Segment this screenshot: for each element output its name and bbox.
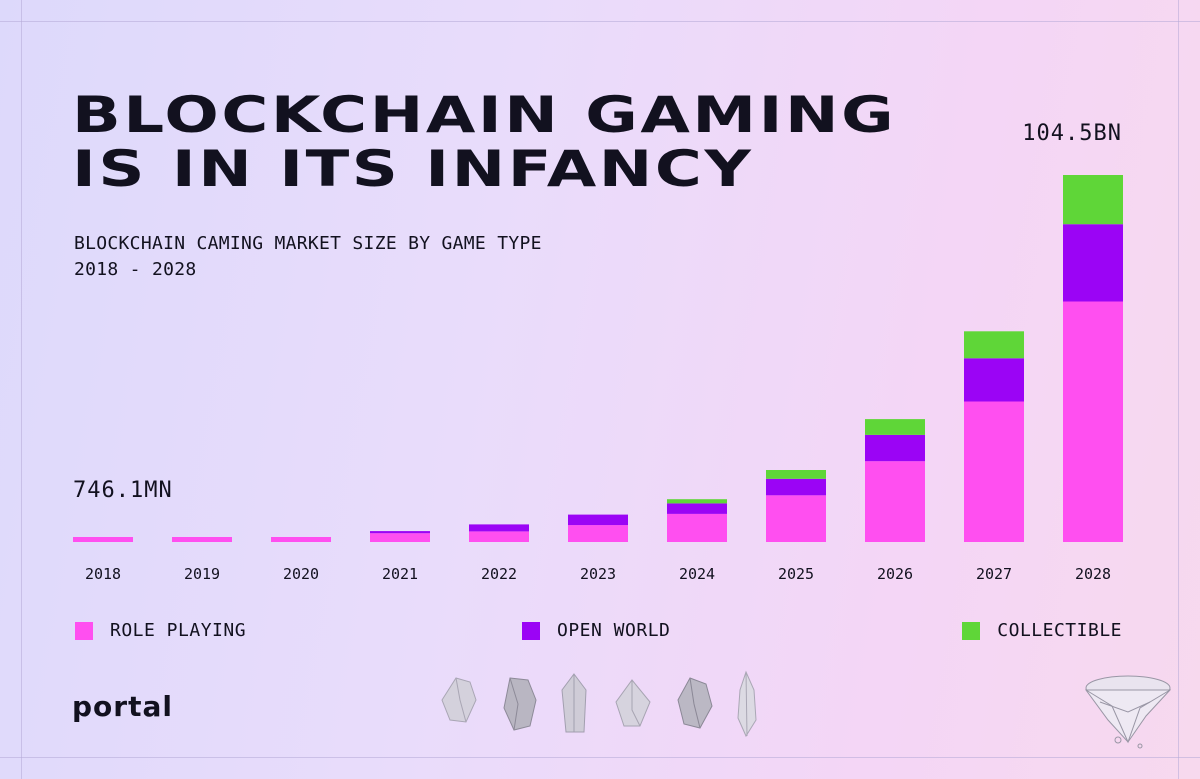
page-title: BLOCKCHAIN GAMING IS IN ITS INFANCY	[72, 88, 896, 196]
x-tick-label: 2018	[85, 565, 121, 583]
crystal-icon	[503, 677, 537, 731]
bar-open-world-2021	[370, 531, 430, 534]
legend-label-role-playing: ROLE PLAYING	[110, 620, 247, 641]
bar-collectible-2025	[766, 470, 826, 479]
bar-collectible-2027	[964, 331, 1024, 359]
bar-collectible-2026	[865, 419, 925, 435]
bar-open-world-2023	[568, 514, 628, 526]
title-line-1: BLOCKCHAIN GAMING	[72, 86, 897, 144]
crystal-icon	[737, 670, 757, 738]
legend-item-collectible: COLLECTIBLE	[962, 620, 1122, 641]
legend-label-open-world: OPEN WORLD	[557, 620, 671, 641]
crystal-icon	[615, 679, 651, 727]
x-tick-label: 2019	[184, 565, 220, 583]
bar-role-playing-2018	[73, 537, 133, 542]
bar-open-world-2026	[865, 434, 925, 462]
legend-swatch-collectible	[962, 621, 981, 640]
legend-item-open-world: OPEN WORLD	[522, 620, 670, 641]
bar-open-world-2022	[469, 524, 529, 532]
bar-role-playing-2021	[370, 533, 430, 542]
bar-role-playing-2024	[667, 513, 727, 542]
bar-role-playing-2022	[469, 531, 529, 542]
bar-role-playing-2020	[271, 537, 331, 542]
x-tick-label: 2025	[778, 565, 814, 583]
crystal-icon	[561, 673, 587, 733]
legend-item-role-playing: ROLE PLAYING	[75, 620, 246, 641]
legend-swatch-role-playing	[75, 621, 93, 640]
x-tick-label: 2022	[481, 565, 517, 583]
bar-role-playing-2019	[172, 537, 232, 542]
bar-open-world-2027	[964, 358, 1024, 402]
x-tick-label: 2023	[580, 565, 616, 583]
subtitle-line-1: BLOCKCHAIN CAMING MARKET SIZE BY GAME TY…	[74, 233, 542, 254]
bar-collectible-2028	[1063, 175, 1123, 225]
stacked-bar-chart: 2018 2019 2020 2021 2022 2023 2024 2025 2026 2027…	[73, 175, 1123, 583]
chart-subtitle: BLOCKCHAIN CAMING MARKET SIZE BY GAME TY…	[74, 231, 542, 283]
subtitle-line-2: 2018 - 2028	[74, 259, 197, 280]
last-value-label: 104.5BN	[1022, 121, 1122, 146]
crystal-icon	[441, 677, 477, 723]
bar-open-world-2028	[1063, 224, 1123, 302]
title-line-2: IS IN ITS INFANCY	[72, 140, 754, 198]
frame-line-right	[1178, 0, 1179, 779]
frame-line-bottom	[0, 757, 1200, 758]
floating-island-icon	[1085, 675, 1172, 749]
x-tick-label: 2021	[382, 565, 418, 583]
x-tick-label: 2020	[283, 565, 319, 583]
crystal-icon	[677, 677, 713, 729]
x-tick-label: 2027	[976, 565, 1012, 583]
x-tick-label: 2024	[679, 565, 715, 583]
frame-line-left	[21, 0, 22, 779]
frame-line-top	[0, 21, 1200, 22]
bar-role-playing-2025	[766, 495, 826, 542]
x-tick-label: 2028	[1075, 565, 1111, 583]
legend-label-collectible: COLLECTIBLE	[997, 620, 1122, 641]
portal-logo: portal	[72, 690, 173, 723]
first-value-label: 746.1MN	[73, 478, 173, 503]
bar-role-playing-2028	[1063, 301, 1123, 542]
bar-role-playing-2023	[568, 525, 628, 542]
bar-open-world-2024	[667, 503, 727, 514]
bar-role-playing-2026	[865, 461, 925, 542]
bar-open-world-2025	[766, 478, 826, 496]
x-tick-label: 2026	[877, 565, 913, 583]
legend-swatch-open-world	[522, 621, 540, 640]
bar-role-playing-2027	[964, 401, 1024, 542]
bar-collectible-2024	[667, 499, 727, 504]
